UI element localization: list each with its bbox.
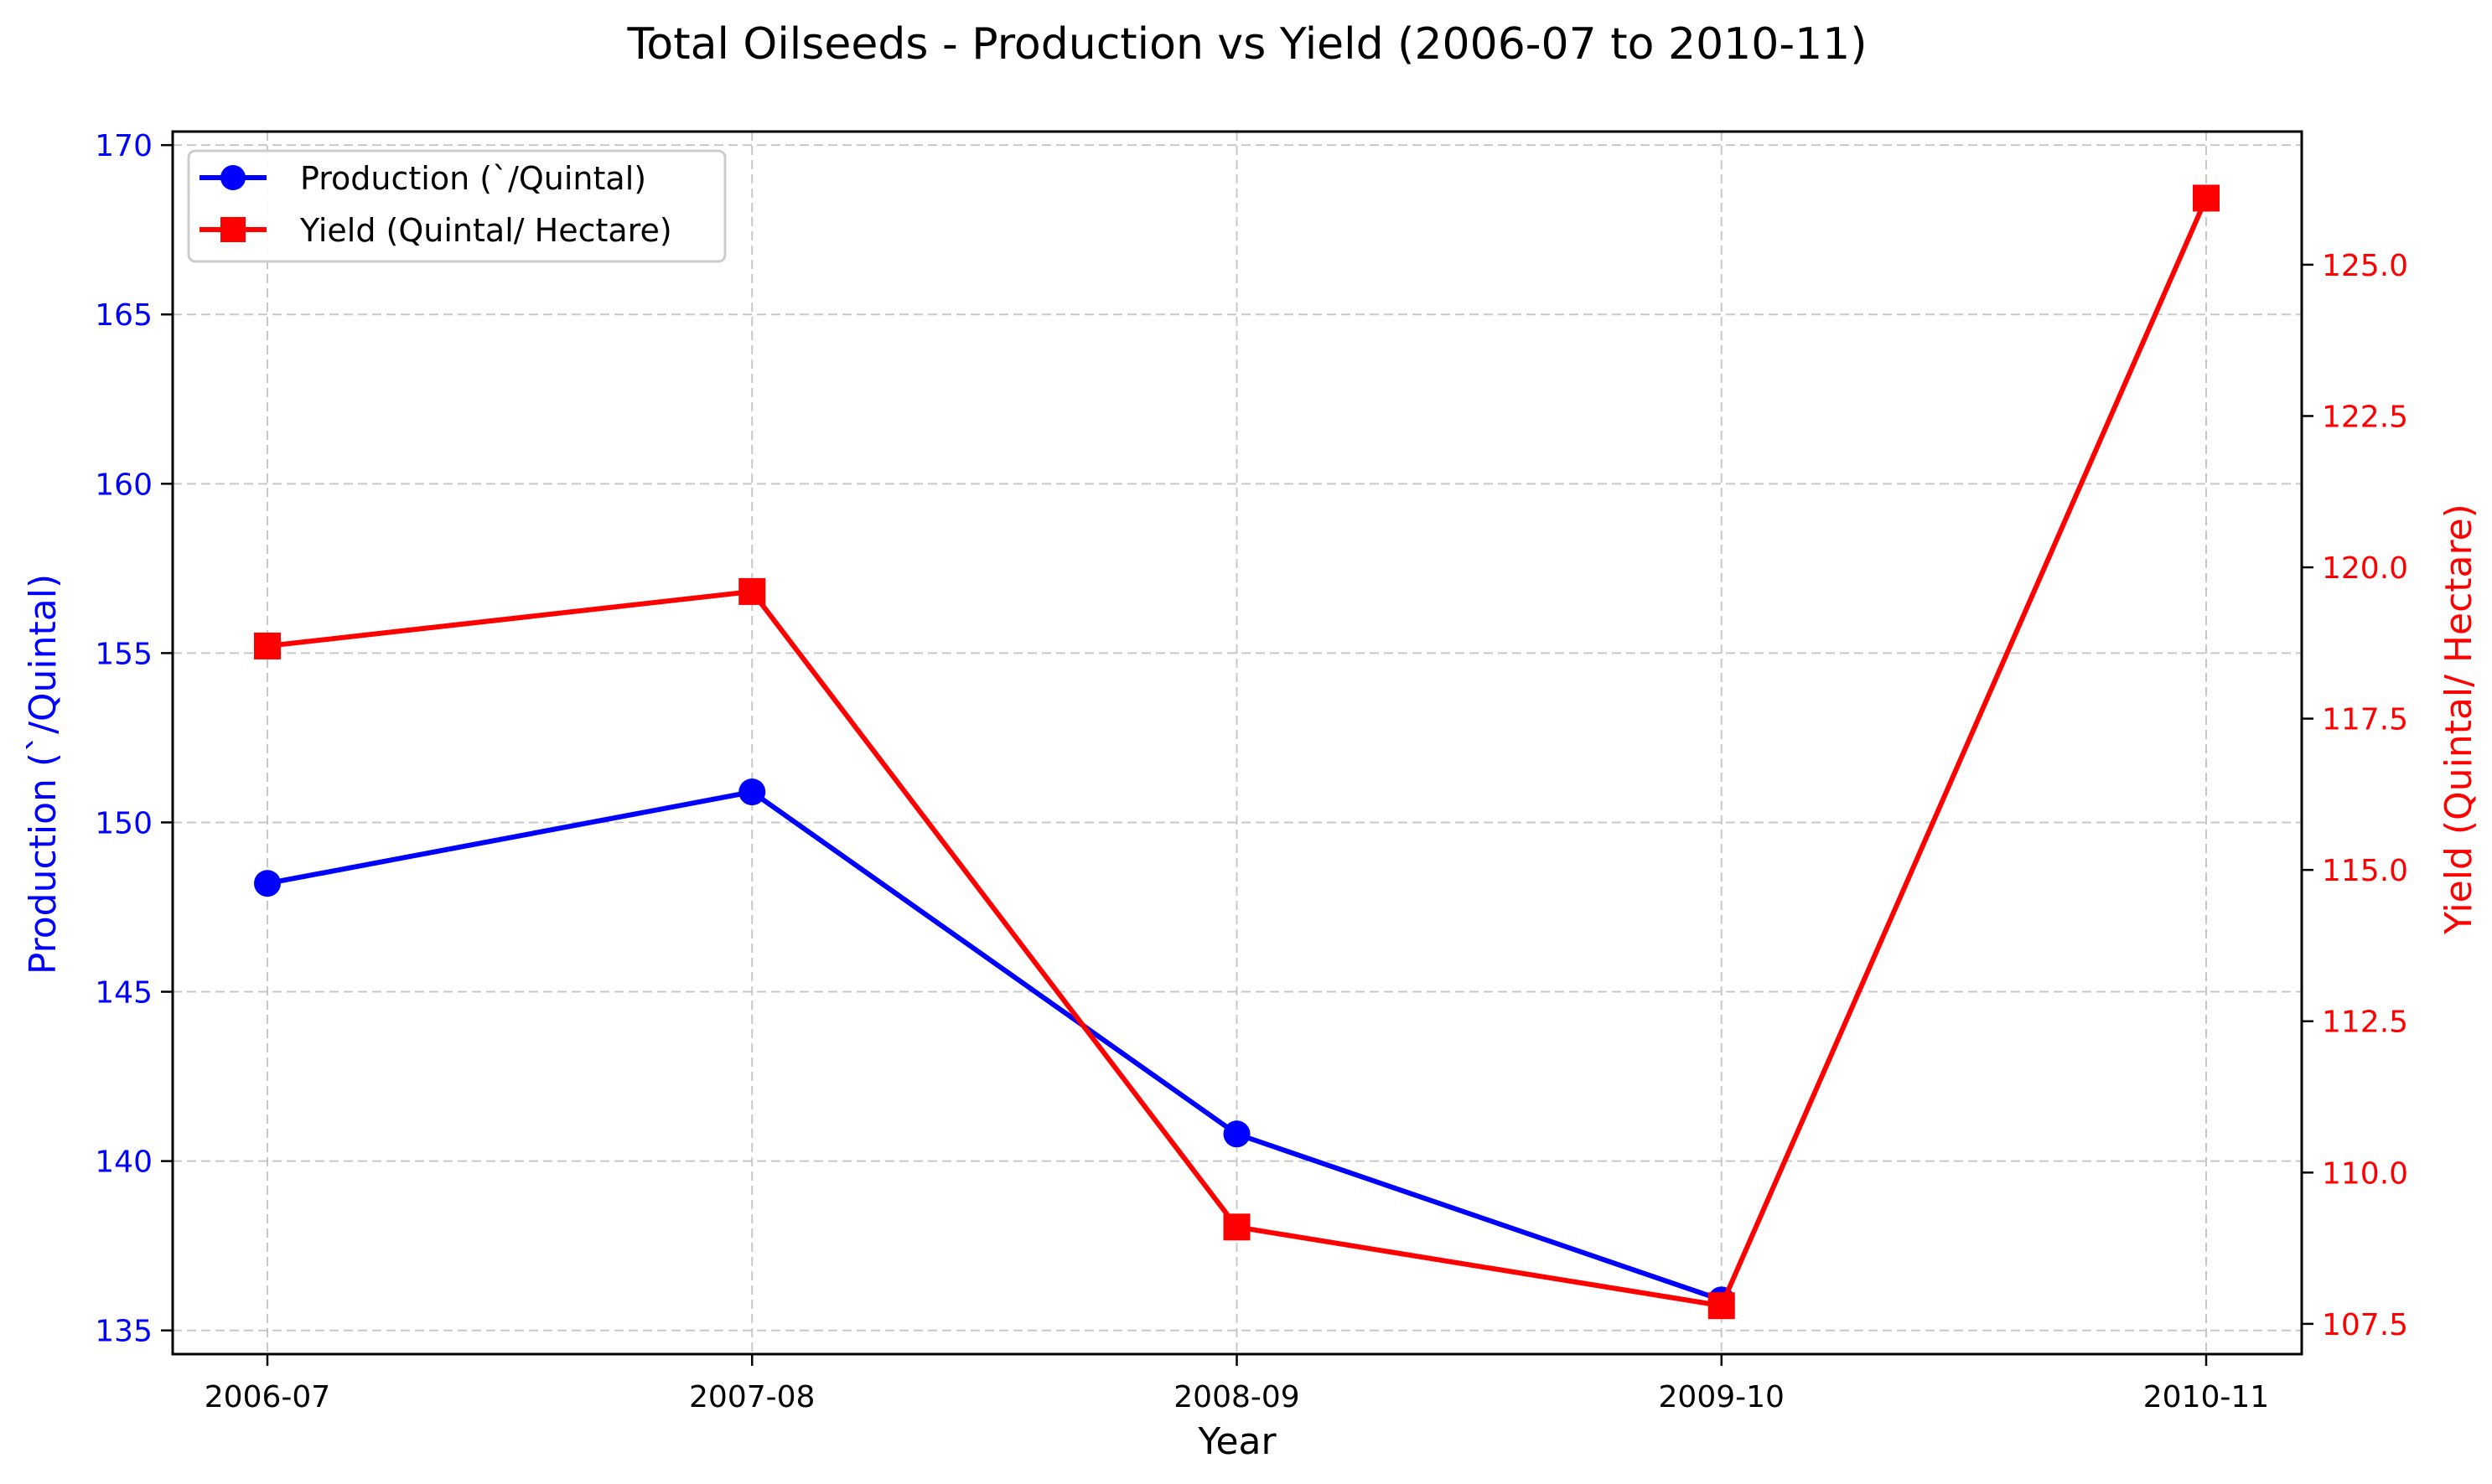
y-left-tick-label: 165 xyxy=(95,298,153,333)
y-right-tick-label: 115.0 xyxy=(2322,854,2408,888)
data-point-square xyxy=(738,577,766,605)
x-tick-label: 2009-10 xyxy=(1659,1380,1785,1414)
x-tick-label: 2006-07 xyxy=(205,1380,330,1414)
y-left-tick-label: 140 xyxy=(95,1145,153,1180)
y-right-tick-label: 120.0 xyxy=(2322,551,2408,586)
y-left-tick-label: 150 xyxy=(95,806,153,840)
y-right-tick-label: 107.5 xyxy=(2322,1308,2408,1342)
grid-layer xyxy=(173,132,2302,1354)
series-line-0 xyxy=(267,789,1723,1303)
data-point-circle xyxy=(1223,1120,1251,1148)
legend-frame xyxy=(187,149,727,263)
y-right-tick-label: 117.5 xyxy=(2322,703,2408,737)
y-right-axis-label: Yield (Quintal/ Hectare) xyxy=(2438,504,2480,935)
data-point-square xyxy=(1223,1213,1251,1241)
series-layer xyxy=(254,184,2220,1320)
x-tick-label: 2007-08 xyxy=(689,1380,815,1414)
x-tick-label: 2010-11 xyxy=(2143,1380,2269,1414)
y-left-tick-label: 155 xyxy=(95,637,153,671)
y-right-tick-label: 125.0 xyxy=(2322,249,2408,283)
data-point-square xyxy=(2193,184,2220,212)
legend-production-marker xyxy=(220,165,246,190)
y-left-tick-label: 160 xyxy=(95,468,153,502)
data-point-square xyxy=(254,632,281,659)
plot-frame xyxy=(171,130,2303,1356)
legend: Production (`/Quintal) Yield (Quintal/ H… xyxy=(187,149,727,263)
data-point-circle xyxy=(738,778,766,806)
axes-layer: 2006-07 2007-08 2008-09 2009-10 2010-11 135 14… xyxy=(95,129,2408,1414)
y-left-tick-label: 145 xyxy=(95,976,153,1011)
x-axis-label: Year xyxy=(1197,1420,1277,1463)
legend-yield-marker xyxy=(220,217,246,242)
legend-production-label: Production (`/Quintal) xyxy=(300,160,646,197)
y-right-tick-label: 110.0 xyxy=(2322,1156,2408,1191)
data-point-square xyxy=(1707,1292,1735,1320)
chart-title: Total Oilseeds - Production vs Yield (20… xyxy=(626,19,1867,70)
y-right-tick-label: 122.5 xyxy=(2322,400,2408,434)
legend-yield-label: Yield (Quintal/ Hectare) xyxy=(299,212,672,249)
y-left-axis-label: Production (`/Quintal) xyxy=(22,574,65,975)
y-left-tick-label: 170 xyxy=(95,129,153,163)
x-tick-label: 2008-09 xyxy=(1173,1380,1299,1414)
data-point-circle xyxy=(254,870,281,897)
y-left-tick-label: 135 xyxy=(95,1315,153,1349)
y-right-tick-label: 112.5 xyxy=(2322,1006,2408,1040)
